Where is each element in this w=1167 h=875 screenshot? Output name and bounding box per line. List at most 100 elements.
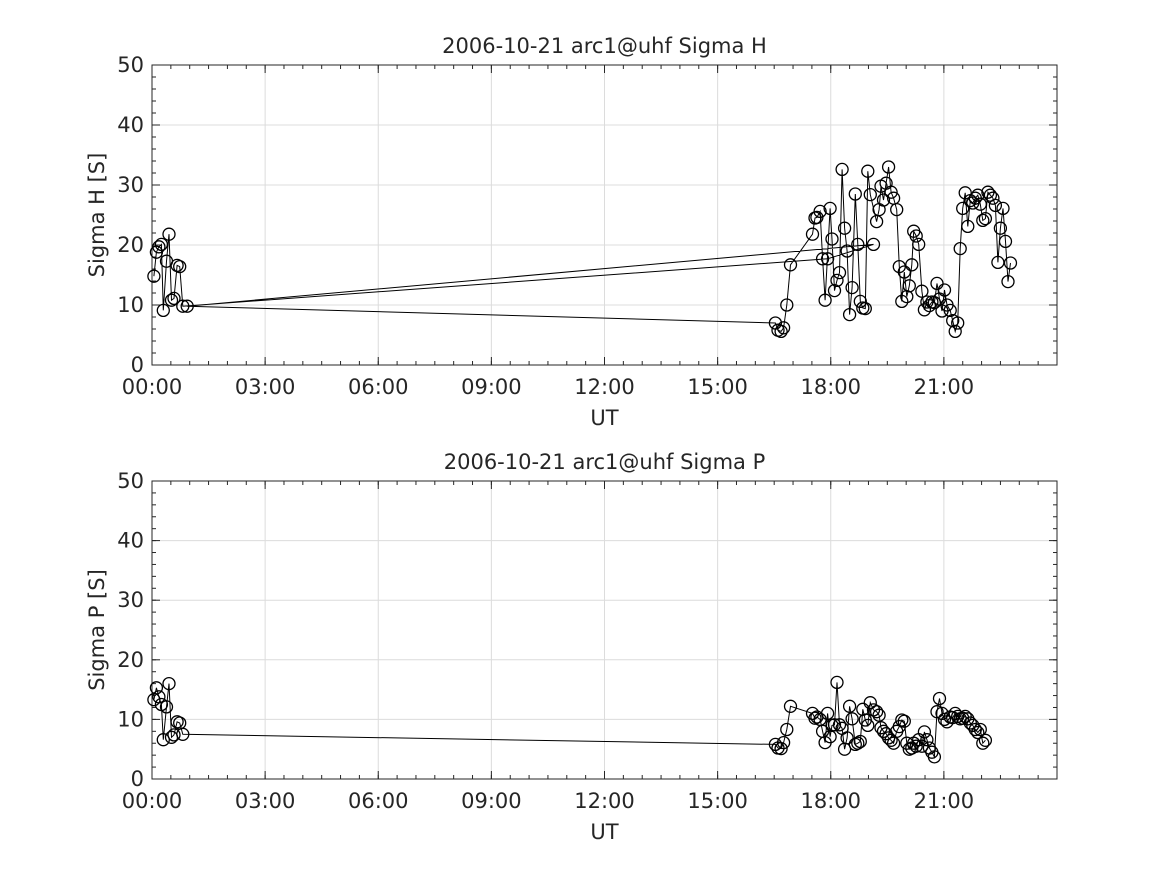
sigma-p-data-point xyxy=(820,706,835,721)
sigma-p-data-point xyxy=(976,736,990,750)
sigma-h-data-point xyxy=(176,299,190,313)
sigma-p-data-point xyxy=(845,712,859,726)
sigma-h-data-point xyxy=(978,211,993,226)
sigma-h-data-point xyxy=(937,283,952,297)
sigma-p-series-line xyxy=(153,682,986,759)
sigma-p-data-point xyxy=(909,739,923,753)
sigma-h-data-point xyxy=(897,265,911,279)
sigma-p-x-tick-label: 00:00 xyxy=(122,789,183,813)
sigma-h-x-tick-label: 06:00 xyxy=(348,375,409,399)
sigma-h-axes-box xyxy=(151,64,1058,366)
sigma-p-data-point xyxy=(872,708,886,722)
sigma-h-data-point xyxy=(986,191,1000,205)
sigma-p-data-point xyxy=(776,735,791,750)
sigma-h-data-point xyxy=(848,187,862,201)
sigma-p-x-tick-label: 21:00 xyxy=(914,789,975,813)
sigma-p-data-point xyxy=(853,734,867,749)
sigma-h-y-tick-label: 30 xyxy=(117,173,144,197)
sigma-h-y-tick-label: 50 xyxy=(117,53,144,77)
sigma-h-data-point xyxy=(813,204,827,219)
sigma-h-data-point xyxy=(948,324,962,339)
sigma-h-data-point xyxy=(853,294,867,309)
sigma-p-data-point xyxy=(927,750,942,764)
sigma-p-x-tick-label: 18:00 xyxy=(800,789,861,813)
sigma-p-x-axis-label: UT xyxy=(590,820,618,844)
sigma-p-data-point xyxy=(968,722,982,737)
sigma-p-data-point xyxy=(932,691,947,706)
sigma-h-data-point xyxy=(915,284,929,298)
sigma-h-data-point xyxy=(930,276,944,291)
sigma-h-data-point xyxy=(1001,274,1015,289)
sigma-h-x-tick-label: 12:00 xyxy=(574,375,635,399)
sigma-p-data-point xyxy=(856,702,870,716)
sigma-h-data-point xyxy=(818,293,832,307)
sigma-p-data-point xyxy=(152,690,166,704)
sigma-h-data-point xyxy=(876,193,891,207)
sigma-h-data-point xyxy=(1003,256,1018,270)
sigma-p-data-point xyxy=(869,705,884,719)
sigma-h-data-point xyxy=(973,197,987,211)
sigma-h-data-point xyxy=(842,307,857,322)
sigma-p-y-tick-label: 10 xyxy=(117,707,144,731)
sigma-p-data-point xyxy=(958,709,972,724)
sigma-h-x-tick-label: 18:00 xyxy=(800,375,861,399)
sigma-p-data-point xyxy=(780,722,794,737)
sigma-p-axes-box xyxy=(151,480,1058,780)
sigma-p-data-point xyxy=(162,676,176,691)
sigma-p-x-tick-label: 03:00 xyxy=(235,789,296,813)
sigma-h-data-point xyxy=(774,324,788,339)
sigma-h-data-point xyxy=(851,237,865,252)
sigma-h-data-point xyxy=(951,316,965,330)
sigma-p-y-tick-label: 50 xyxy=(117,469,144,493)
sigma-h-data-point xyxy=(884,185,898,199)
sigma-p-y-tick-label: 40 xyxy=(117,529,144,553)
sigma-p-data-point xyxy=(897,714,911,728)
sigma-p-data-point xyxy=(832,718,847,732)
sigma-h-data-point xyxy=(881,160,896,174)
sigma-h-data-point xyxy=(845,280,859,295)
sigma-p-data-point xyxy=(827,718,842,732)
sigma-h-data-point xyxy=(956,201,970,216)
sigma-h-data-point xyxy=(866,237,881,252)
sigma-h-data-point xyxy=(902,279,916,293)
sigma-h-data-point xyxy=(863,187,877,202)
sigma-p-data-point xyxy=(978,733,993,747)
sigma-h-data-point xyxy=(823,201,837,216)
sigma-p-data-point xyxy=(774,741,788,756)
sigma-h-data-point xyxy=(173,259,187,274)
sigma-p-data-point xyxy=(971,725,985,740)
sigma-h-data-point xyxy=(988,198,1003,213)
sigma-h-data-point xyxy=(805,227,820,241)
sigma-h-data-point xyxy=(912,237,926,252)
sigma-h-data-point xyxy=(815,252,830,266)
sigma-p-y-tick-label: 20 xyxy=(117,648,144,672)
sigma-h-y-axis-label: Sigma H [S] xyxy=(85,153,109,278)
sigma-h-data-point xyxy=(827,283,842,298)
sigma-h-y-tick-label: 20 xyxy=(117,233,144,257)
sigma-h-data-point xyxy=(858,301,872,316)
sigma-h-data-point xyxy=(920,295,934,309)
sigma-h-data-point xyxy=(837,221,852,235)
sigma-p-data-point xyxy=(159,700,174,714)
sigma-h-data-point xyxy=(830,273,844,288)
sigma-p-data-point xyxy=(861,718,875,733)
sigma-p-data-point xyxy=(840,731,854,745)
sigma-h-y-tick-label: 10 xyxy=(117,293,144,317)
sigma-p-data-point xyxy=(973,722,987,737)
sigma-h-data-point xyxy=(905,258,919,272)
sigma-p-chart: 00:00 03:00 06:00 09:00 12:00 15:00 18:00 21:00… xyxy=(85,450,1058,844)
sigma-h-data-point xyxy=(152,240,166,254)
sigma-h-data-point xyxy=(993,221,1008,235)
sigma-p-data-point xyxy=(156,733,170,747)
sigma-p-data-point xyxy=(851,736,865,750)
sigma-p-x-tick-label: 12:00 xyxy=(574,789,635,813)
sigma-p-data-point xyxy=(863,696,877,710)
sigma-h-data-point xyxy=(917,303,932,317)
sigma-p-data-point xyxy=(917,725,932,739)
sigma-h-data-point xyxy=(840,244,854,258)
sigma-h-data-point xyxy=(961,219,975,234)
sigma-h-data-point xyxy=(180,299,194,313)
sigma-h-data-point xyxy=(164,293,179,307)
sigma-p-data-point xyxy=(808,711,822,725)
sigma-h-data-point xyxy=(890,202,904,217)
